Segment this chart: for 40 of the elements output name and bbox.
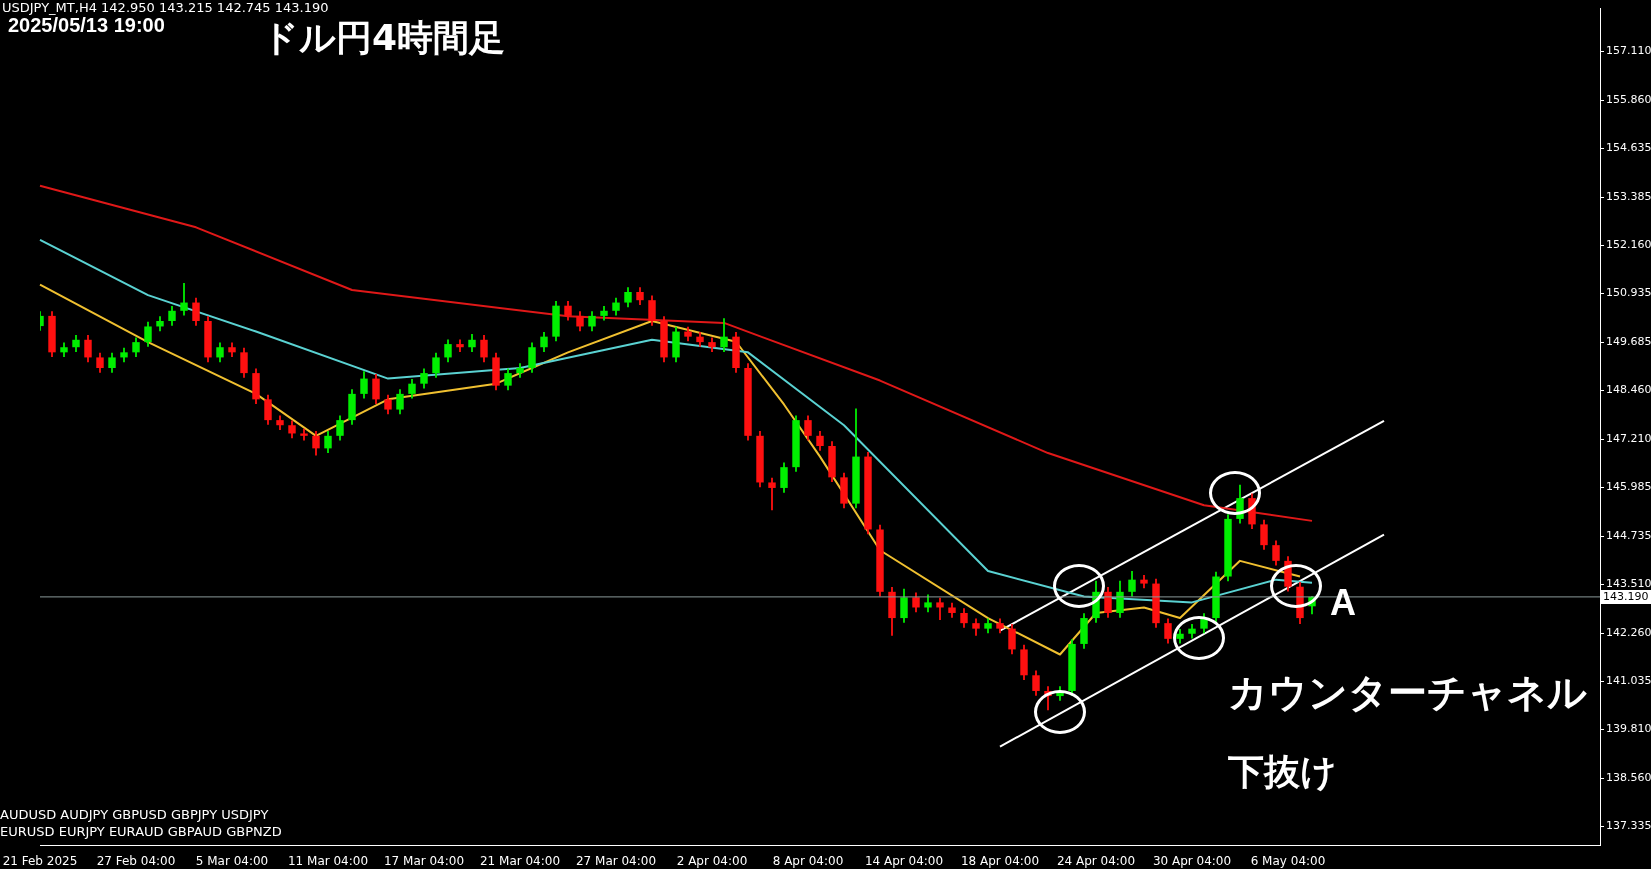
- x-tick-label: 30 Apr 04:00: [1152, 854, 1232, 869]
- annotation: AUDUSD AUDJPY GBPUSD GBPJPY USDJPY: [0, 807, 269, 822]
- x-tick-label: 2 Apr 04:00: [676, 854, 748, 869]
- x-tick-label: 21 Feb 2025: [2, 854, 78, 869]
- x-tick-label: 6 May 04:00: [1250, 854, 1326, 869]
- ref-line-label: 143.190: [1603, 589, 1649, 603]
- x-tick-label: 18 Apr 04:00: [960, 854, 1040, 869]
- y-tick-label: 152.160: [1606, 238, 1651, 252]
- annotation: カウンターチャネル: [1228, 669, 1587, 717]
- y-tick-label: 142.260: [1606, 626, 1651, 640]
- x-tick-label: 27 Mar 04:00: [575, 854, 657, 869]
- x-tick-label: 24 Apr 04:00: [1056, 854, 1136, 869]
- chart-subtitle: 2025/05/13 19:00: [8, 14, 165, 37]
- y-tick-label: 157.110: [1606, 44, 1651, 58]
- y-tick-label: 149.685: [1606, 335, 1651, 349]
- x-tick-label: 27 Feb 04:00: [96, 854, 176, 869]
- annotation: USDJPY_MT,H4 142.950 143.215 142.745 143.190: [2, 0, 329, 15]
- y-tick-label: 145.985: [1606, 480, 1651, 494]
- y-tick-label: 138.560: [1606, 771, 1651, 785]
- annotation: 下抜け: [1228, 750, 1337, 794]
- y-tick-label: 141.035: [1606, 674, 1651, 688]
- x-tick-label: 8 Apr 04:00: [772, 854, 844, 869]
- y-tick-label: 153.385: [1606, 190, 1651, 204]
- x-tick-label: 21 Mar 04:00: [479, 854, 561, 869]
- y-tick-label: 154.635: [1606, 141, 1651, 155]
- y-tick-label: 139.810: [1606, 722, 1651, 736]
- y-tick-label: 155.860: [1606, 93, 1651, 107]
- y-tick-label: 147.210: [1606, 432, 1651, 446]
- y-tick-label: 137.335: [1606, 819, 1651, 833]
- annotation: A: [1330, 582, 1356, 624]
- x-tick-label: 17 Mar 04:00: [383, 854, 465, 869]
- y-tick-label: 143.510: [1606, 577, 1651, 591]
- y-tick-label: 150.935: [1606, 286, 1651, 300]
- y-tick-label: 148.460: [1606, 383, 1651, 397]
- x-tick-label: 11 Mar 04:00: [287, 854, 369, 869]
- chart-title: ドル円4時間足: [262, 16, 506, 60]
- x-tick-label: 14 Apr 04:00: [864, 854, 944, 869]
- y-tick-label: 144.735: [1606, 529, 1651, 543]
- annotation: EURUSD EURJPY EURAUD GBPAUD GBPNZD: [0, 824, 282, 839]
- x-tick-label: 5 Mar 04:00: [195, 854, 269, 869]
